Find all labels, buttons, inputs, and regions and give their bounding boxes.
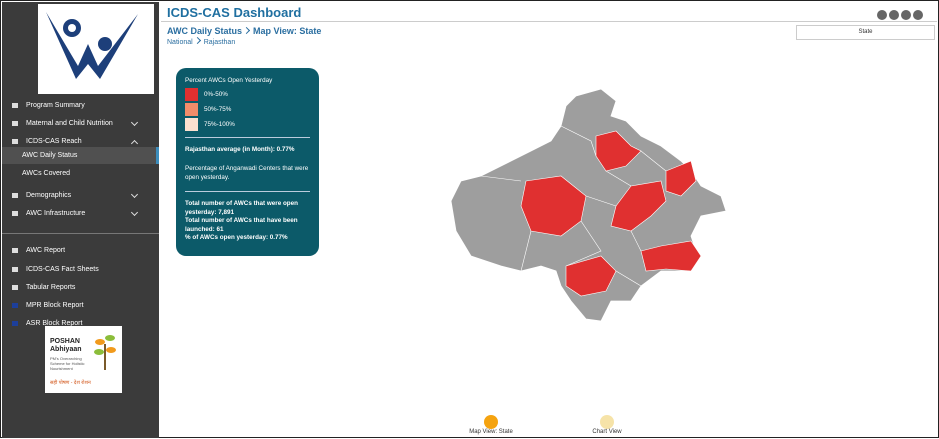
menu-item[interactable]: AWC Infrastructure	[2, 205, 159, 222]
poshan-tagline: PM's Overarching Scheme for Holistic Nou…	[50, 356, 85, 371]
alert-icon[interactable]	[901, 10, 911, 20]
district[interactable]	[640, 240, 702, 272]
poshan-name: POSHAN	[50, 338, 80, 345]
report-item[interactable]: ICDS-CAS Fact Sheets	[2, 261, 159, 278]
legend-swatch	[185, 103, 198, 116]
menu-label: Demographics	[26, 192, 72, 199]
legend-range-label: 75%-100%	[204, 121, 235, 128]
menu-label: AWC Infrastructure	[26, 210, 86, 217]
logo	[38, 4, 154, 94]
legend-total: Total number of AWCs that were open yest…	[185, 200, 298, 216]
location-item: Rajasthan	[203, 39, 236, 46]
legend-total: % of AWCs open yesterday: 0.77%	[185, 234, 288, 241]
print-icon[interactable]	[889, 10, 899, 20]
tab-dot[interactable]	[600, 415, 614, 429]
menu-label: Maternal and Child Nutrition	[26, 120, 113, 127]
district[interactable]	[520, 175, 587, 237]
sidebar: Program Summary Maternal and Child Nutri…	[2, 2, 159, 438]
divider	[2, 233, 159, 234]
page-title: ICDS-CAS Dashboard	[167, 5, 302, 20]
report-item[interactable]: MPR Block Report	[2, 297, 159, 314]
legend-rule	[185, 191, 310, 192]
tab-label[interactable]: Chart View	[592, 429, 622, 435]
menu-item[interactable]: Program Summary	[2, 97, 159, 114]
menu-label: Program Summary	[26, 102, 85, 109]
menu-label: ICDS-CAS Fact Sheets	[26, 266, 99, 273]
state-button-label: State	[858, 29, 873, 35]
header-rule	[161, 21, 937, 22]
report-item[interactable]: Tabular Reports	[2, 279, 159, 296]
menu-item[interactable]: ICDS-CAS Reach	[2, 133, 159, 150]
menu-label: AWCs Covered	[22, 170, 70, 177]
menu-label: ICDS-CAS Reach	[26, 138, 82, 145]
legend-rule	[185, 137, 310, 138]
tab-dot[interactable]	[484, 415, 498, 429]
tab-label[interactable]: Map View: State	[469, 429, 513, 435]
state-button[interactable]: State	[796, 25, 935, 40]
district[interactable]	[595, 130, 642, 172]
report-item[interactable]: ASR Block Report	[2, 315, 159, 332]
menu-label: MPR Block Report	[26, 302, 84, 309]
settings-icon[interactable]	[913, 10, 923, 20]
submenu-item[interactable]: AWC Daily Status	[2, 147, 159, 164]
breadcrumb: AWC Daily Status Map View: State	[167, 26, 321, 36]
location-item[interactable]: National	[167, 39, 193, 46]
district-borders	[480, 125, 667, 287]
menu-label: ASR Block Report	[26, 320, 83, 327]
location-path: National Rajasthan	[167, 36, 236, 46]
districts-low	[520, 130, 702, 297]
legend-average: Rajasthan average (in Month): 0.77%	[185, 146, 295, 153]
legend-description: Percentage of Anganwadi Centers that wer…	[185, 165, 309, 181]
legend-range-label: 50%-75%	[204, 106, 232, 113]
legend-range-label: 0%-50%	[204, 91, 228, 98]
menu-item[interactable]: Maternal and Child Nutrition	[2, 115, 159, 132]
header-icons	[877, 7, 925, 25]
poshan-slogan: सही पोषण - देश रोशन	[50, 380, 91, 386]
legend-total: Total number of AWCs that have been laun…	[185, 217, 298, 233]
report-item[interactable]: AWC Report	[2, 242, 159, 259]
breadcrumb-item[interactable]: AWC Daily Status	[167, 26, 243, 36]
legend-title: Percent AWCs Open Yesterday	[185, 77, 273, 84]
menu-item[interactable]: Demographics	[2, 187, 159, 204]
menu-label: AWC Report	[26, 247, 66, 254]
menu-label: Tabular Reports	[26, 284, 76, 291]
help-icon[interactable]	[877, 10, 887, 20]
poshan-plant	[94, 335, 116, 370]
poshan-subname: Abhiyaan	[50, 346, 82, 353]
submenu-item[interactable]: AWCs Covered	[2, 165, 159, 182]
legend-swatch	[185, 118, 198, 131]
legend-panel: Percent AWCs Open Yesterday 0%-50% 50%-75…	[176, 68, 319, 256]
menu-label: AWC Daily Status	[22, 152, 78, 159]
poshan-logo: POSHAN Abhiyaan PM's Overarching Scheme …	[45, 326, 122, 393]
district[interactable]	[610, 180, 667, 232]
legend-swatch	[185, 88, 198, 101]
breadcrumb-item: Map View: State	[253, 26, 322, 36]
district[interactable]	[565, 255, 617, 297]
district[interactable]	[665, 160, 697, 197]
